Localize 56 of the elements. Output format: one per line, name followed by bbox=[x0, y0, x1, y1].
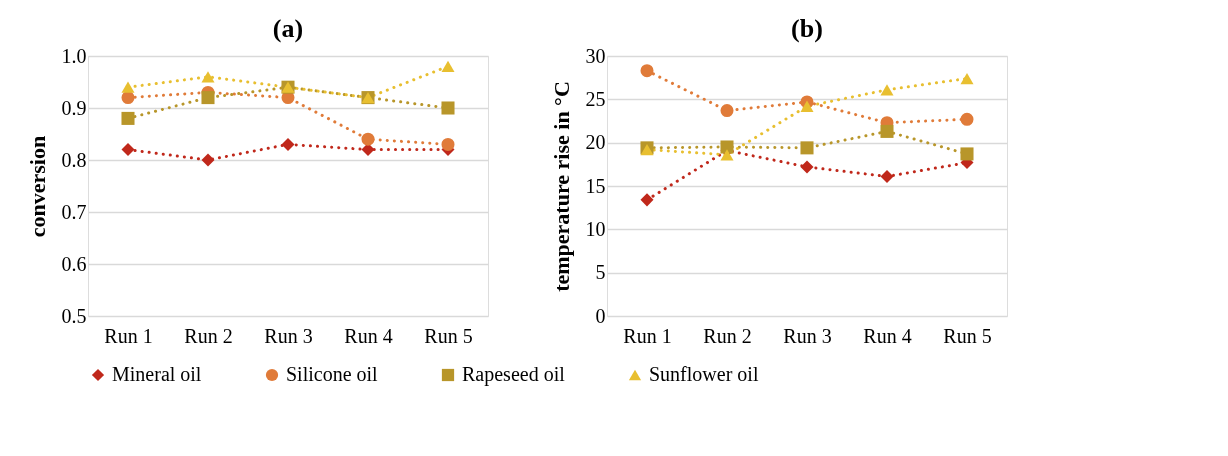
x-tick-label: Run 3 bbox=[783, 324, 832, 347]
point bbox=[640, 64, 654, 78]
x-tick-label: Run 2 bbox=[184, 324, 233, 347]
y-tick-label: 0.6 bbox=[61, 252, 87, 275]
point bbox=[361, 132, 375, 146]
y-tick-label: 0.9 bbox=[61, 96, 87, 119]
point bbox=[880, 124, 894, 138]
point bbox=[201, 91, 215, 105]
y-axis-title: temperature rise in °C bbox=[548, 81, 574, 292]
y-tick-label: 10 bbox=[585, 217, 606, 240]
x-tick-label: Run 4 bbox=[863, 324, 912, 347]
legend-label: Mineral oil bbox=[112, 363, 202, 385]
x-tick-label: Run 3 bbox=[264, 324, 313, 347]
point bbox=[720, 149, 734, 161]
x-tick-label: Run 2 bbox=[703, 324, 752, 347]
legend-label: Sunflower oil bbox=[649, 363, 759, 385]
point bbox=[800, 141, 814, 155]
point bbox=[640, 193, 654, 207]
x-tick-label: Run 4 bbox=[344, 324, 393, 347]
point bbox=[201, 71, 215, 83]
point bbox=[121, 81, 135, 93]
y-tick-label: 1.0 bbox=[61, 44, 87, 67]
point bbox=[441, 137, 455, 151]
chart-title: (b) bbox=[791, 14, 823, 43]
x-tick-label: Run 1 bbox=[104, 324, 153, 347]
y-tick-label: 0.8 bbox=[61, 148, 87, 171]
point bbox=[121, 143, 135, 157]
point bbox=[121, 111, 135, 125]
point bbox=[720, 104, 734, 118]
x-tick-label: Run 5 bbox=[424, 324, 473, 347]
y-tick-label: 25 bbox=[585, 87, 606, 110]
y-tick-label: 15 bbox=[585, 174, 606, 197]
y-tick-label: 5 bbox=[595, 261, 606, 284]
y-tick-label: 20 bbox=[585, 131, 606, 154]
point bbox=[800, 160, 814, 174]
point bbox=[960, 72, 974, 85]
legend-label: Rapeseed oil bbox=[462, 363, 566, 386]
point bbox=[441, 101, 455, 115]
point bbox=[441, 60, 455, 73]
point bbox=[880, 169, 894, 183]
x-tick-label: Run 5 bbox=[943, 324, 992, 347]
point bbox=[800, 100, 814, 112]
y-tick-label: 0 bbox=[595, 304, 606, 327]
point bbox=[960, 147, 974, 161]
point bbox=[361, 143, 375, 157]
y-axis-title: conversion bbox=[24, 135, 50, 238]
chart-title: (a) bbox=[272, 14, 304, 43]
y-tick-label: 0.7 bbox=[61, 200, 87, 223]
point bbox=[201, 153, 215, 167]
y-tick-label: 30 bbox=[585, 44, 606, 67]
legend-label: Silicone oil bbox=[286, 363, 379, 385]
point bbox=[960, 112, 974, 126]
point bbox=[880, 84, 894, 96]
point bbox=[281, 137, 295, 151]
x-tick-label: Run 1 bbox=[623, 324, 672, 347]
y-tick-label: 0.5 bbox=[61, 304, 87, 327]
